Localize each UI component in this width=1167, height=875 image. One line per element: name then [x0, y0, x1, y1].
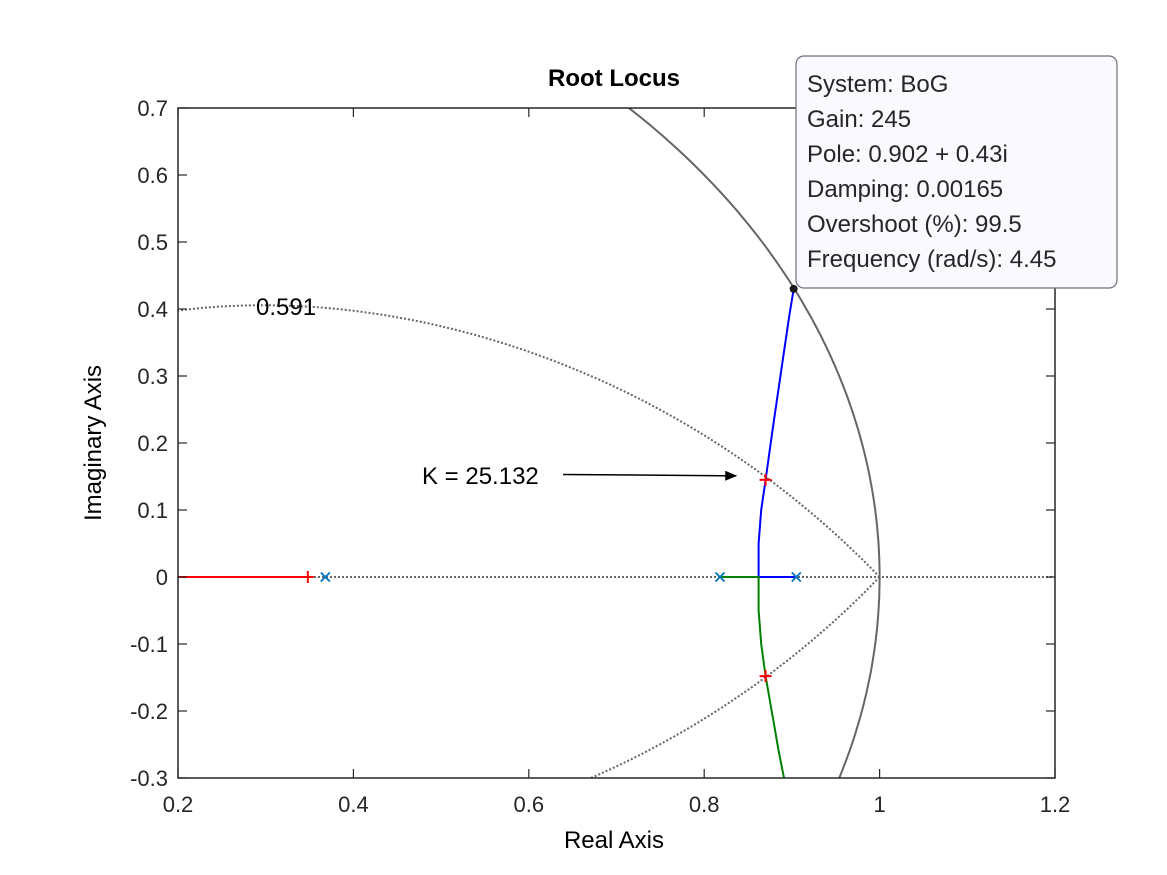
gain-marker-2: [759, 473, 772, 486]
datatip-line: Frequency (rad/s): 4.45: [807, 246, 1056, 273]
datatip-line: Pole: 0.902 + 0.43i: [807, 141, 1008, 168]
y-tick-label: -0.1: [130, 632, 168, 657]
chart-title: Root Locus: [548, 65, 680, 92]
datatip-line: Overshoot (%): 99.5: [807, 211, 1022, 238]
y-tick-label: 0.2: [137, 431, 168, 456]
y-tick-label: 0.5: [137, 230, 168, 255]
y-tick-label: -0.2: [130, 699, 168, 724]
gain-marker-3: [759, 670, 772, 683]
pole-marker-1: [320, 571, 331, 583]
y-axis-label: Imaginary Axis: [80, 365, 107, 521]
y-tick-label: -0.3: [130, 766, 168, 791]
x-axis-label: Real Axis: [564, 827, 664, 854]
datatip-box[interactable]: System: BoG Gain: 245 Pole: 0.902 + 0.43i D…: [795, 55, 1118, 289]
y-tick-label: 0.3: [137, 364, 168, 389]
gain-annotation-arrow: [562, 470, 738, 481]
damping-ratio-label: 0.591: [256, 294, 316, 321]
x-tick-label: 0.6: [514, 792, 545, 817]
pole-marker-3: [791, 571, 802, 583]
unit-circle-arc: [627, 108, 881, 778]
gain-annotation-text: K = 25.132: [422, 463, 539, 490]
y-tick-label: 0.1: [137, 498, 168, 523]
locus-branch-2: [720, 576, 785, 778]
datatip-marker[interactable]: [789, 284, 798, 293]
y-tick-label: 0.6: [137, 163, 168, 188]
x-tick-label: 0.4: [338, 792, 369, 817]
damping-curve-upper: [178, 304, 881, 578]
y-tick-label: 0.7: [137, 96, 168, 121]
y-tick-label: 0: [156, 565, 168, 590]
pole-marker-2: [714, 571, 726, 583]
locus-markers: [301, 473, 802, 683]
datatip-line: System: BoG: [807, 71, 948, 98]
axis-ticks: 0.2 0.4 0.6 0.8 1 1.2 -0.3 -0.2 -0.1 0 0.1 0.2 0.3 0.…: [130, 96, 1070, 817]
x-tick-label: 1: [873, 792, 885, 817]
x-tick-label: 0.2: [163, 792, 194, 817]
datatip-line: Damping: 0.00165: [807, 176, 1003, 203]
x-tick-label: 0.8: [689, 792, 720, 817]
x-tick-label: 1.2: [1040, 792, 1071, 817]
datatip-line: Gain: 245: [807, 106, 911, 133]
y-tick-label: 0.4: [137, 297, 168, 322]
gain-marker-1: [301, 571, 314, 583]
